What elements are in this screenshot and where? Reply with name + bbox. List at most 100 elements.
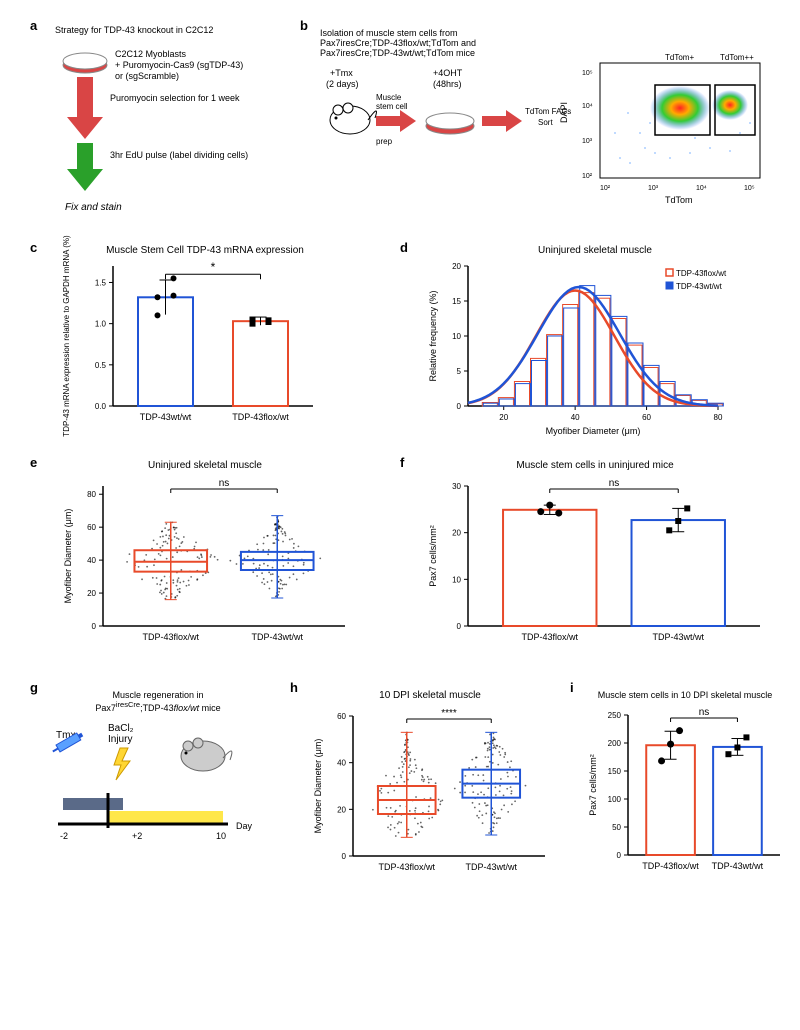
panel-c-title: Muscle Stem Cell TDP-43 mRNA expression: [55, 245, 355, 256]
svg-text:0: 0: [457, 622, 462, 631]
svg-text:Myofiber Diameter (μm): Myofiber Diameter (μm): [546, 426, 641, 436]
panel-b: Isolation of muscle stem cells from Pax7…: [320, 28, 780, 211]
svg-text:(48hrs): (48hrs): [433, 79, 462, 89]
panel-d-label: d: [400, 240, 408, 255]
panel-a: Strategy for TDP-43 knockout in C2C12 C2…: [55, 25, 295, 238]
svg-text:****: ****: [441, 708, 457, 719]
svg-text:DAPI: DAPI: [559, 102, 569, 123]
panel-e-label: e: [30, 455, 37, 470]
svg-text:Relative frequency (%): Relative frequency (%): [428, 290, 438, 381]
svg-text:50: 50: [612, 823, 621, 832]
panel-e: Uninjured skeletal muscle 020406080TDP-4…: [55, 460, 355, 659]
svg-text:20: 20: [337, 805, 346, 814]
svg-text:Fix and stain: Fix and stain: [65, 202, 122, 213]
svg-text:80: 80: [87, 490, 96, 499]
svg-text:1.0: 1.0: [95, 320, 107, 329]
svg-text:+4OHT: +4OHT: [433, 68, 463, 78]
svg-text:0.5: 0.5: [95, 361, 107, 370]
panel-h-title: 10 DPI skeletal muscle: [305, 690, 555, 701]
svg-text:150: 150: [608, 767, 622, 776]
svg-text:0: 0: [457, 402, 462, 411]
svg-text:TDP-43 mRNA expression relativ: TDP-43 mRNA expression relative to GAPDH…: [62, 235, 71, 437]
panel-d: Uninjured skeletal muscle 05101520204060…: [420, 245, 770, 439]
svg-text:250: 250: [608, 711, 622, 720]
svg-text:TDP-43wt/wt: TDP-43wt/wt: [712, 861, 764, 871]
panel-g-timeline: Tmx BaCl₂ Injury -2 +2 10 Day: [48, 713, 268, 858]
panel-f-title: Muscle stem cells in uninjured mice: [420, 460, 770, 471]
panel-g-title: Muscle regeneration inPax7iresCre;TDP-43…: [48, 690, 268, 713]
svg-text:-2: -2: [60, 831, 68, 841]
svg-text:0: 0: [92, 622, 97, 631]
svg-text:100: 100: [608, 795, 622, 804]
svg-text:TdTom++: TdTom++: [720, 53, 754, 62]
svg-text:TDP-43flox/wt: TDP-43flox/wt: [143, 632, 200, 642]
svg-text:ns: ns: [699, 707, 710, 718]
svg-text:+2: +2: [132, 831, 142, 841]
svg-text:TDP-43wt/wt: TDP-43wt/wt: [251, 632, 303, 642]
svg-text:Puromyocin selection for 1 wee: Puromyocin selection for 1 week: [110, 93, 240, 103]
svg-text:0.0: 0.0: [95, 402, 107, 411]
svg-text:10: 10: [216, 831, 226, 841]
svg-text:0: 0: [617, 851, 622, 860]
svg-text:40: 40: [571, 413, 580, 422]
panel-a-label: a: [30, 18, 37, 33]
panel-c-barchart: 0.00.51.01.5TDP-43wt/wtTDP-43flox/wt*TDP…: [55, 256, 355, 436]
svg-text:200: 200: [608, 739, 622, 748]
svg-text:TdTom: TdTom: [665, 195, 693, 205]
panel-h-boxplot: 0204060TDP-43flox/wtTDP-43wt/wt****Myofi…: [305, 701, 555, 886]
svg-text:20: 20: [452, 262, 461, 271]
panel-c-label: c: [30, 240, 37, 255]
svg-text:stem cell: stem cell: [376, 102, 408, 111]
panel-f: Muscle stem cells in uninjured mice 0 10 2…: [420, 460, 770, 659]
panel-e-title: Uninjured skeletal muscle: [55, 460, 355, 471]
panel-f-label: f: [400, 455, 404, 470]
svg-text:TDP-43wt/wt: TDP-43wt/wt: [676, 282, 723, 291]
svg-text:ns: ns: [609, 478, 620, 489]
panel-a-diagram: C2C12 Myoblasts + Puromyocin-Cas9 (sgTDP…: [55, 35, 295, 235]
panel-h-label: h: [290, 680, 298, 695]
panel-a-title: Strategy for TDP-43 knockout in C2C12: [55, 25, 295, 35]
svg-text:1.5: 1.5: [95, 278, 107, 287]
svg-text:Myofiber Diameter (μm): Myofiber Diameter (μm): [313, 739, 323, 834]
svg-text:10⁴: 10⁴: [696, 185, 707, 192]
svg-text:TDP-43flox/wt: TDP-43flox/wt: [232, 412, 289, 422]
svg-text:BaCl₂: BaCl₂: [108, 723, 134, 734]
panel-b-title3: Pax7iresCre;TDP-43wt/wt;TdTom mice: [320, 48, 780, 58]
svg-text:3hr EdU pulse (label dividing: 3hr EdU pulse (label dividing cells): [110, 150, 248, 160]
panel-f-barchart: 0102030TDP-43flox/wtTDP-43wt/wtnsPax7 ce…: [420, 471, 770, 656]
svg-text:Sort: Sort: [538, 118, 553, 127]
panel-b-label: b: [300, 18, 308, 33]
svg-text:60: 60: [642, 413, 651, 422]
svg-text:Muscle: Muscle: [376, 93, 402, 102]
svg-text:+Tmx: +Tmx: [330, 68, 353, 78]
svg-text:10: 10: [452, 575, 461, 584]
panel-g-label: g: [30, 680, 38, 695]
svg-text:10⁵: 10⁵: [744, 185, 755, 192]
svg-text:40: 40: [337, 759, 346, 768]
svg-text:or (sgScramble): or (sgScramble): [115, 71, 179, 81]
svg-text:Myofiber Diameter (μm): Myofiber Diameter (μm): [63, 509, 73, 604]
panel-i-barchart: 0 50 100 150 200 250 TDP-43flox/wt TDP-43wt/wt n…: [580, 700, 790, 885]
panel-i: Muscle stem cells in 10 DPI skeletal mus…: [580, 690, 790, 888]
svg-text:20: 20: [87, 589, 96, 598]
svg-text:10⁴: 10⁴: [582, 103, 593, 110]
panel-d-histogram: 0510152020406080TDP-43flox/wtTDP-43wt/wt…: [420, 256, 770, 436]
svg-text:Injury: Injury: [108, 734, 132, 745]
svg-text:60: 60: [87, 523, 96, 532]
svg-text:TDP-43wt/wt: TDP-43wt/wt: [652, 632, 704, 642]
svg-text:20: 20: [452, 529, 461, 538]
svg-text:TDP-43wt/wt: TDP-43wt/wt: [140, 412, 192, 422]
svg-text:10²: 10²: [582, 173, 593, 180]
svg-text:TDP-43flox/wt: TDP-43flox/wt: [642, 861, 699, 871]
svg-text:10²: 10²: [600, 185, 611, 192]
panel-i-title: Muscle stem cells in 10 DPI skeletal mus…: [580, 690, 790, 700]
svg-text:30: 30: [452, 482, 461, 491]
svg-text:5: 5: [457, 367, 462, 376]
panel-e-boxplot: 020406080TDP-43flox/wtTDP-43wt/wtnsMyofi…: [55, 471, 355, 656]
panel-b-title2: Pax7iresCre;TDP-43flox/wt;TdTom and: [320, 38, 780, 48]
svg-text:15: 15: [452, 297, 461, 306]
svg-text:prep: prep: [376, 137, 393, 146]
svg-text:10³: 10³: [582, 138, 593, 145]
svg-text:(2 days): (2 days): [326, 79, 359, 89]
svg-text:Day: Day: [236, 821, 253, 831]
